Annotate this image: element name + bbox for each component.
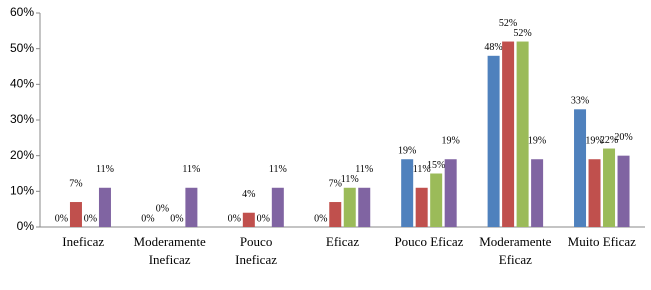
value-label: 33% <box>571 96 589 107</box>
y-tick-label: 50% <box>10 41 34 55</box>
bar <box>242 212 255 227</box>
y-tick-label: 40% <box>10 77 34 91</box>
y-tick-label: 60% <box>10 5 34 19</box>
value-label: 0% <box>84 213 97 224</box>
bar <box>444 159 457 227</box>
value-label: 22% <box>600 135 618 146</box>
x-tick-label: Pouco Eficaz <box>394 234 463 249</box>
bar <box>516 41 529 228</box>
value-label: 52% <box>513 28 531 39</box>
value-label: 0% <box>170 213 183 224</box>
bar <box>574 109 587 227</box>
value-label: 19% <box>398 146 416 157</box>
bar <box>430 173 443 227</box>
y-tick-label: 20% <box>10 148 34 162</box>
x-tick-label: Muito Eficaz <box>568 234 636 249</box>
bar <box>415 187 428 227</box>
value-label: 11% <box>269 164 287 175</box>
bar <box>401 159 414 227</box>
value-label: 7% <box>329 178 342 189</box>
value-label: 52% <box>499 18 517 29</box>
bar <box>502 41 515 228</box>
bar <box>69 202 82 227</box>
value-label: 19% <box>528 136 546 147</box>
y-tick-label: 10% <box>10 184 34 198</box>
bar <box>271 187 284 227</box>
value-label: 4% <box>242 189 255 200</box>
value-label: 11% <box>355 164 373 175</box>
value-label: 19% <box>442 136 460 147</box>
bar <box>358 187 371 227</box>
x-tick-label: Moderamente Ineficaz <box>134 234 206 267</box>
value-label: 48% <box>484 42 502 53</box>
x-tick-label: Pouco Ineficaz <box>235 234 277 267</box>
value-label: 0% <box>257 213 270 224</box>
bar <box>343 187 356 227</box>
x-tick-label: Eficaz <box>326 234 359 249</box>
bar <box>531 159 544 227</box>
bar <box>98 187 111 227</box>
value-label: 7% <box>69 178 82 189</box>
bar <box>185 187 198 227</box>
value-label: 11% <box>182 164 200 175</box>
value-label: 0% <box>55 213 68 224</box>
bar <box>603 148 616 227</box>
value-label: 0% <box>156 203 169 214</box>
y-tick-label: 30% <box>10 112 34 126</box>
bar <box>487 55 500 227</box>
bar <box>329 202 342 227</box>
value-label: 20% <box>614 132 632 143</box>
bar <box>617 155 630 227</box>
value-label: 11% <box>96 164 114 175</box>
x-tick-label: Ineficaz <box>62 234 104 249</box>
value-label: 0% <box>228 213 241 224</box>
value-label: 0% <box>314 213 327 224</box>
value-label: 11% <box>413 164 431 175</box>
value-label: 15% <box>427 160 445 171</box>
x-tick-label: Moderamente Eficaz <box>479 234 551 267</box>
value-label: 19% <box>585 136 603 147</box>
value-label: 11% <box>341 174 359 185</box>
value-label: 0% <box>141 213 154 224</box>
bar <box>588 159 601 227</box>
y-tick-label: 0% <box>17 219 35 233</box>
